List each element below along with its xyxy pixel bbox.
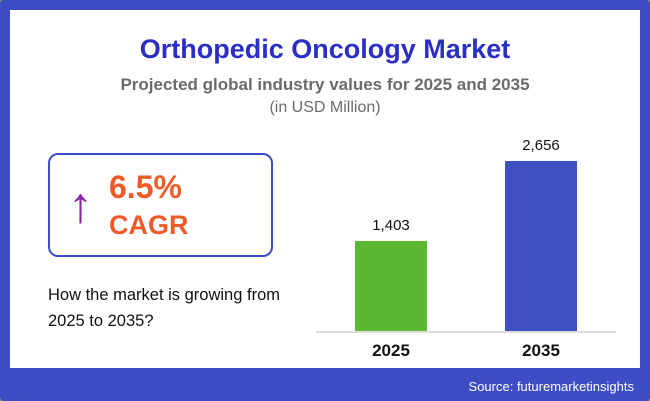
cagr-column: ↑ 6.5% CAGR How the market is growing fr… [30,131,300,361]
category-label-2035: 2035 [522,341,560,360]
category-label-2025: 2025 [372,341,410,360]
chart-card: Orthopedic Oncology Market Projected glo… [10,10,640,368]
chart-subtitle: Projected global industry values for 202… [120,75,530,94]
bar-chart: 1,403 2,656 2025 2035 [316,131,616,361]
bar-2035 [505,161,577,331]
unit-label: (in USD Million) [269,99,381,116]
cagr-text: 6.5% CAGR [109,169,189,241]
page-title: Orthopedic Oncology Market [139,34,511,64]
header: Orthopedic Oncology Market Projected glo… [30,34,620,117]
category-labels: 2025 2035 [316,341,616,361]
bar-2025 [355,241,427,331]
content-row: ↑ 6.5% CAGR How the market is growing fr… [30,131,620,361]
bar-group-2025: 1,403 [316,217,466,331]
cagr-label: CAGR [109,210,189,240]
value-label-2025: 1,403 [372,217,410,234]
cagr-value: 6.5% [109,169,182,205]
bars-area: 1,403 2,656 [316,133,616,333]
up-arrow-icon: ↑ [68,177,93,233]
source-text: Source: futuremarketinsights [468,379,634,394]
caption-text: How the market is growing from 2025 to 2… [48,286,280,330]
value-label-2035: 2,656 [522,137,560,154]
cagr-box: ↑ 6.5% CAGR [48,153,273,257]
bar-group-2035: 2,656 [466,137,616,331]
